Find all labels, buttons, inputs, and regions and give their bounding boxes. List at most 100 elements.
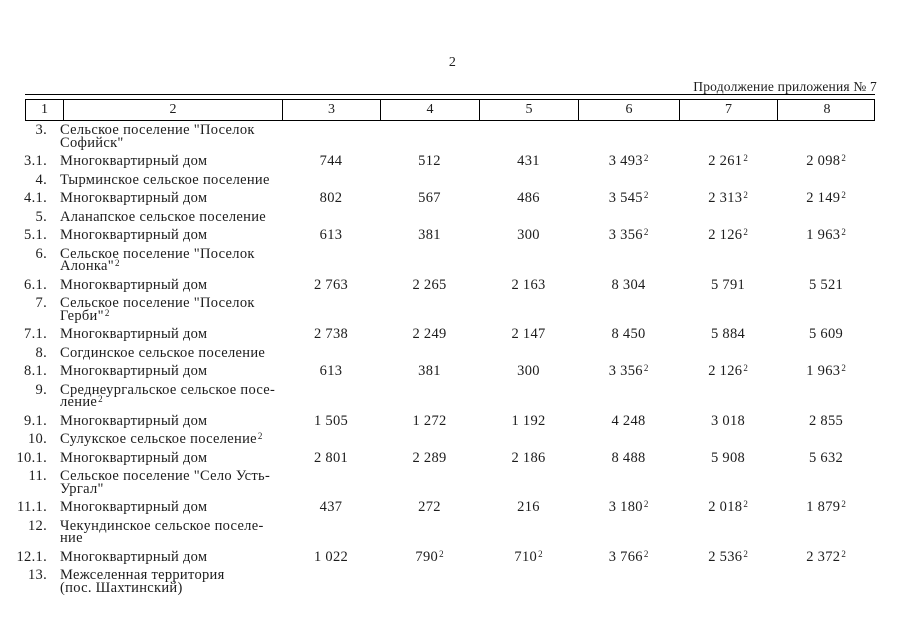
footnote-marker: 2	[439, 548, 444, 559]
value-cell: 567	[418, 190, 441, 206]
row-number: 3.1.	[24, 153, 47, 169]
value-cell: 8 488	[611, 449, 646, 466]
data-row: 7.1. Многоквартирный дом 2 738 2 249 2 147 8 …	[12, 326, 892, 342]
row-label-line: Среднеургальское сельское посе-	[60, 381, 276, 398]
value-cell: 5 609	[808, 326, 844, 342]
column-header-6: 6	[579, 100, 680, 120]
row-number: 4.1.	[24, 190, 47, 206]
row-number: 10.1.	[16, 449, 47, 466]
section-row: 4. Тырминское сельское поселение	[12, 171, 892, 188]
footnote-marker: 2	[743, 153, 748, 163]
value-cell: 2 5362	[708, 548, 748, 565]
footnote-marker: 2	[257, 431, 263, 441]
row-label-line: Многоквартирный дом	[60, 153, 208, 169]
value-cell: 3 018	[710, 412, 746, 429]
value-cell: 216	[517, 499, 540, 515]
row-label: Среднеургальское сельское посе-ление2	[47, 381, 282, 410]
row-label-line: Сельское поселение "Поселок	[60, 245, 255, 262]
continuation-note: Продолжение приложения № 7	[693, 79, 877, 94]
footnote-marker: 2	[643, 153, 649, 163]
value-cell: 2 3132	[708, 190, 748, 206]
data-row: 11.1. Многоквартирный дом 437 272 216 3 1802 2…	[12, 499, 892, 515]
footnote-marker: 2	[841, 190, 846, 200]
row-number: 11.	[28, 468, 47, 484]
value-cell: 3 7662	[608, 548, 649, 565]
section-row: 7. Сельское поселение "Поселок Герби"2	[12, 295, 892, 323]
row-number: 3.	[35, 122, 47, 138]
value-cell: 3 1802	[608, 499, 649, 515]
data-row: 10.1. Многоквартирный дом 2 801 2 289 2 186 8…	[12, 449, 892, 466]
footnote-marker: 2	[98, 394, 103, 404]
footnote-marker: 2	[743, 363, 748, 373]
footnote-marker: 2	[643, 499, 649, 509]
row-label-line: Многоквартирный дом	[60, 276, 208, 293]
column-header-4: 4	[381, 100, 480, 120]
row-label-line: Сельское поселение "Поселок	[60, 122, 255, 138]
section-row: 9. Среднеургальское сельское посе-ление2	[12, 381, 892, 410]
data-row: 12.1. Многоквартирный дом 1 022 7902 7102 3 7…	[12, 548, 892, 565]
value-cell: 486	[517, 190, 540, 206]
value-cell: 1 192	[511, 412, 546, 429]
row-label: Сельское поселение "Поселок Герби"2	[47, 295, 282, 322]
value-cell: 8 304	[611, 276, 646, 293]
footnote-marker: 2	[743, 227, 748, 237]
value-cell: 613	[319, 363, 343, 379]
data-row: 5.1. Многоквартирный дом 613 381 300 3 3562 2 …	[12, 227, 892, 243]
value-cell: 2 1262	[708, 227, 748, 243]
value-cell: 1 8792	[806, 499, 846, 515]
row-label: Сельское поселение "Поселок Софийск"	[47, 122, 282, 149]
column-header-5: 5	[480, 100, 579, 120]
row-label-line: Многоквартирный дом	[60, 326, 208, 342]
value-cell: 8 450	[611, 326, 646, 342]
row-number: 10.	[27, 431, 47, 447]
value-cell: 2 186	[511, 449, 546, 466]
value-cell: 1 022	[313, 548, 349, 565]
data-row: 6.1. Многоквартирный дом 2 763 2 265 2 163 8 …	[12, 276, 892, 293]
row-number: 13.	[27, 567, 47, 583]
row-label: Многоквартирный дом	[47, 364, 282, 378]
row-label: Многоквартирный дом	[47, 190, 282, 206]
row-label-line: ние	[60, 530, 83, 546]
section-row: 13. Межселенная территория (пос. Шахтински…	[12, 567, 892, 595]
value-cell: 381	[418, 363, 441, 379]
column-header-2: 2	[64, 100, 283, 120]
value-cell: 3 4932	[608, 153, 649, 169]
value-cell: 2 2612	[708, 153, 748, 169]
value-cell: 512	[418, 153, 441, 169]
footnote-marker: 2	[841, 499, 846, 509]
column-number-row: 1 2 3 4 5 6 7 8	[25, 99, 875, 121]
value-cell: 744	[319, 153, 343, 169]
value-cell: 613	[319, 227, 343, 243]
footnote-marker: 2	[104, 307, 110, 318]
row-number: 4.	[35, 171, 47, 188]
value-cell: 1 9632	[806, 363, 846, 379]
row-number: 12.	[27, 517, 47, 534]
value-cell: 2 1492	[806, 190, 846, 206]
footnote-marker: 2	[841, 363, 846, 373]
footnote-marker: 2	[743, 548, 748, 559]
row-number: 11.1.	[17, 499, 47, 515]
row-number: 12.1.	[16, 548, 47, 565]
footnote-marker: 2	[538, 548, 543, 559]
value-cell: 300	[517, 227, 540, 243]
data-row: 8.1. Многоквартирный дом 613 381 300 3 3562 2 …	[12, 363, 892, 379]
section-row: 5. Аланапское сельское поселение	[12, 210, 892, 224]
value-cell: 7902	[415, 548, 444, 565]
column-header-1: 1	[26, 100, 64, 120]
row-label-line: Многоквартирный дом	[60, 190, 208, 206]
value-cell: 5 521	[808, 276, 844, 293]
row-label: Многоквартирный дом	[47, 276, 282, 293]
page-number: 2	[448, 55, 457, 70]
value-cell: 2 249	[412, 326, 447, 342]
row-label: Тырминское сельское поселение	[47, 173, 282, 187]
value-cell: 2 763	[313, 276, 349, 293]
value-cell: 1 272	[412, 412, 447, 429]
row-label-line: Многоквартирный дом	[60, 412, 208, 429]
row-label-line: Сельское поселение "Поселок	[60, 295, 255, 311]
row-label-line: Алонка"2	[60, 258, 120, 274]
value-cell: 2 0182	[708, 499, 748, 515]
row-label-line: ление2	[60, 394, 103, 410]
footnote-marker: 2	[643, 548, 649, 559]
row-number: 8.	[35, 344, 47, 361]
